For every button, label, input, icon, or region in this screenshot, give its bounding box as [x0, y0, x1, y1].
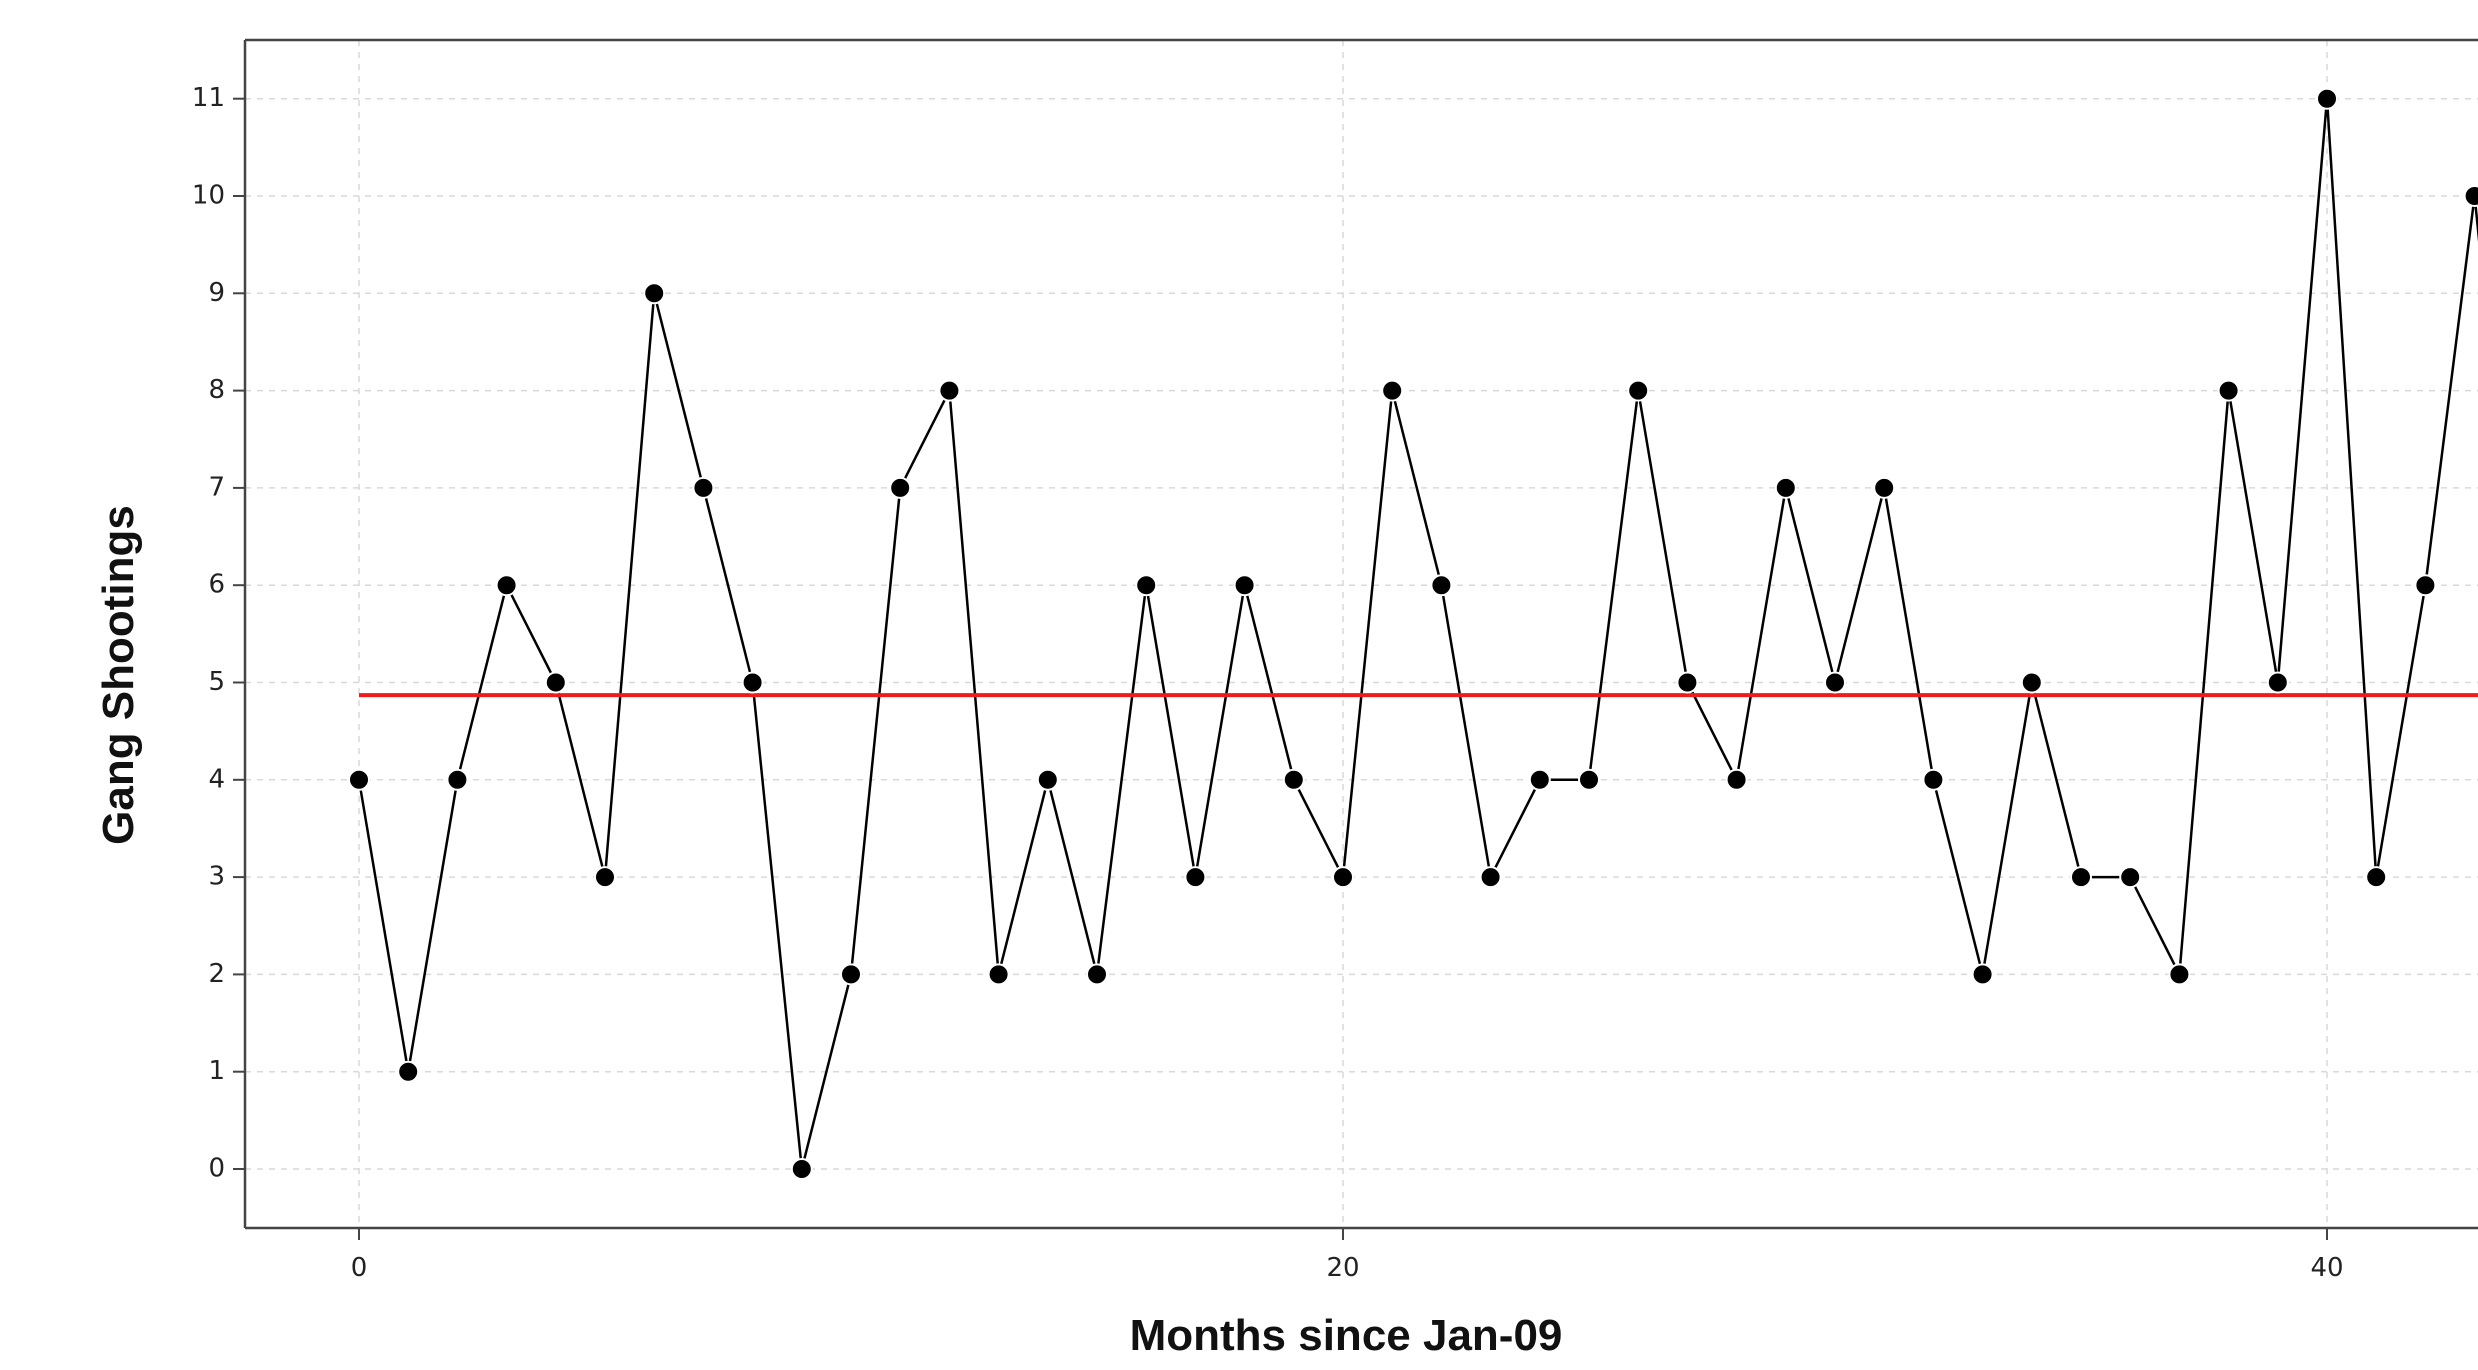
y-axis-title: Gang Shootings	[94, 505, 143, 845]
y-tick-label: 6	[208, 570, 225, 600]
y-tick-label: 1	[208, 1056, 225, 1086]
y-tick-label: 11	[192, 83, 225, 113]
y-tick-label: 9	[208, 278, 225, 308]
data-point	[1135, 574, 1158, 597]
data-point	[544, 671, 567, 694]
data-point	[1971, 963, 1994, 986]
data-point	[1922, 768, 1945, 791]
data-point	[643, 282, 666, 305]
data-point	[446, 768, 469, 791]
data-point	[2414, 574, 2437, 597]
x-tick-label: 20	[1326, 1253, 1359, 1283]
data-point	[1725, 768, 1748, 791]
data-point	[2168, 963, 2191, 986]
data-point	[692, 476, 715, 499]
data-point	[1774, 476, 1797, 499]
data-point	[1036, 768, 1059, 791]
data-point	[790, 1158, 813, 1180]
data-point	[1282, 768, 1305, 791]
data-point	[1430, 574, 1453, 597]
data-point	[987, 963, 1010, 986]
data-point	[2463, 185, 2478, 207]
x-tick-label: 40	[2310, 1253, 2343, 1283]
x-tick-label: 0	[351, 1253, 368, 1283]
x-axis-title: Months since Jan-09	[1130, 1311, 1563, 1360]
data-point	[2119, 866, 2142, 889]
data-point	[1479, 866, 1502, 889]
series-line	[357, 97, 2478, 1171]
data-point	[1233, 574, 1256, 597]
data-point	[2365, 866, 2388, 889]
data-point	[2070, 866, 2092, 889]
data-point	[1676, 671, 1699, 694]
data-point	[2266, 671, 2289, 694]
data-point	[741, 671, 764, 694]
data-point	[1873, 476, 1896, 499]
data-point	[1627, 379, 1650, 402]
data-point	[2316, 87, 2338, 110]
data-point	[840, 963, 862, 986]
data-point	[1381, 379, 1404, 402]
data-point	[1332, 866, 1354, 889]
data-point	[495, 574, 518, 597]
data-point	[1824, 671, 1846, 694]
data-point	[348, 768, 370, 791]
data-point	[1528, 768, 1551, 791]
y-tick-label: 5	[208, 667, 225, 697]
y-tick-label: 8	[208, 375, 225, 405]
data-point	[1086, 963, 1108, 986]
data-point	[1184, 866, 1207, 889]
y-tick-label: 2	[208, 959, 225, 989]
data-point	[938, 379, 961, 402]
data-point	[594, 866, 616, 889]
y-tick-label: 10	[192, 181, 225, 211]
data-point	[1578, 768, 1600, 791]
y-tick-label: 3	[208, 862, 225, 892]
data-point	[2217, 379, 2240, 402]
y-tick-label: 4	[208, 764, 225, 794]
y-tick-label: 7	[208, 472, 225, 502]
data-point	[397, 1060, 420, 1083]
y-tick-label: 0	[208, 1154, 225, 1184]
data-point	[2020, 671, 2043, 694]
data-point	[889, 476, 912, 499]
